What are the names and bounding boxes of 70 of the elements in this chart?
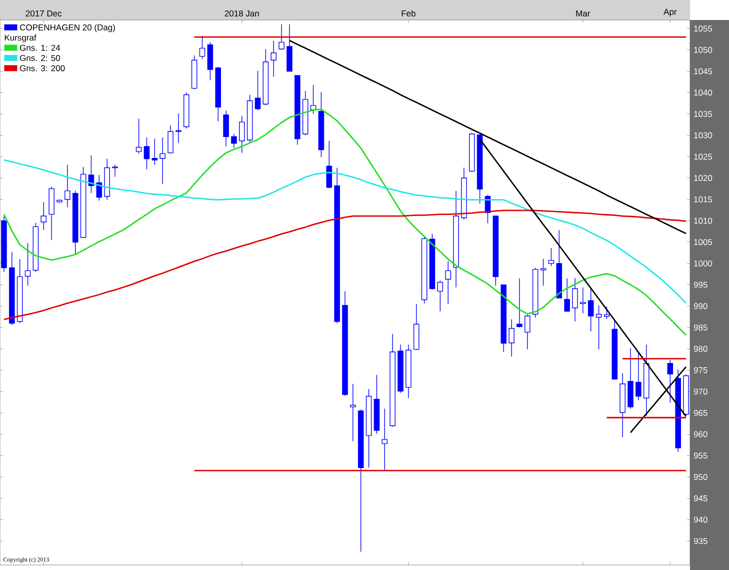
x-tick-label: 2017 Dec xyxy=(26,10,62,16)
y-tick-label: 1000 xyxy=(694,260,712,266)
y-tick-label: 990 xyxy=(694,303,708,310)
candlestick xyxy=(572,278,578,322)
y-tick-label: 955 xyxy=(694,452,708,459)
y-tick-label: 1030 xyxy=(694,132,712,138)
y-tick-label: 980 xyxy=(694,346,708,352)
x-tick-label: 2018 Jan xyxy=(224,10,259,16)
candlestick xyxy=(160,137,166,184)
y-tick-label: 1035 xyxy=(694,110,712,117)
candlestick xyxy=(199,35,206,60)
y-tick-label: 970 xyxy=(694,388,708,395)
candlestick xyxy=(254,70,261,111)
y-tick-label: 935 xyxy=(694,538,708,544)
y-tick-label: 1005 xyxy=(694,239,712,246)
candlestick xyxy=(144,137,150,170)
legend-label: Gns. 3: 200 xyxy=(20,65,65,72)
candlestick xyxy=(636,352,642,400)
candlestick xyxy=(350,384,356,442)
candlestick xyxy=(445,260,451,304)
candlestick xyxy=(176,113,182,144)
y-tick-label: 965 xyxy=(694,410,708,416)
candlestick xyxy=(596,304,602,350)
candlestick xyxy=(540,258,546,286)
candlestick xyxy=(40,202,47,230)
candlestick xyxy=(136,118,142,154)
candlestick xyxy=(152,138,158,166)
candlestick xyxy=(437,280,444,312)
legend-label: COPENHAGEN 20 (Dag) xyxy=(20,24,115,32)
candlestick xyxy=(667,360,674,404)
candlestick xyxy=(326,140,332,189)
y-tick-label: 945 xyxy=(694,495,708,502)
y-tick-label: 1025 xyxy=(694,154,712,160)
candlestick xyxy=(604,306,610,320)
legend-label: Gns. 1: 24 xyxy=(20,44,60,51)
y-tick-label: 1040 xyxy=(694,90,712,96)
candlestick xyxy=(516,278,522,328)
candlestick xyxy=(580,287,586,314)
candlestick xyxy=(508,319,514,357)
y-tick-label: 985 xyxy=(694,324,708,331)
y-tick-label: 1055 xyxy=(694,26,712,32)
candlestick xyxy=(278,24,284,50)
candlestick xyxy=(548,248,554,266)
candlestick xyxy=(588,288,594,332)
candlestick xyxy=(223,110,229,147)
legend-title: Kursgraf xyxy=(4,34,36,42)
y-tick-label: 1045 xyxy=(694,68,712,74)
x-tick-label: Feb xyxy=(402,10,416,16)
candlestick xyxy=(24,242,31,286)
candlestick xyxy=(239,116,245,154)
y-tick-label: 960 xyxy=(694,431,708,438)
y-tick-label: 950 xyxy=(694,474,708,480)
y-tick-label: 1020 xyxy=(694,175,712,182)
candlestick xyxy=(524,314,530,350)
candlestick xyxy=(231,134,237,148)
candlestick xyxy=(270,40,277,78)
y-tick-label: 1010 xyxy=(694,218,712,224)
y-tick-label: 975 xyxy=(694,367,708,374)
x-tick-label: Mar xyxy=(576,10,590,16)
candlestick xyxy=(168,125,174,154)
candlestick xyxy=(382,408,388,470)
y-tick-label: 940 xyxy=(694,516,708,523)
candlestick xyxy=(564,278,570,312)
y-tick-label: 1015 xyxy=(694,196,712,202)
y-tick-label: 995 xyxy=(694,282,708,288)
legend-label: Gns. 2: 50 xyxy=(20,55,60,62)
candlestick xyxy=(64,164,70,208)
candlestick xyxy=(112,164,118,178)
y-tick-label: 1050 xyxy=(694,46,712,53)
x-tick-label: Apr xyxy=(664,8,677,16)
